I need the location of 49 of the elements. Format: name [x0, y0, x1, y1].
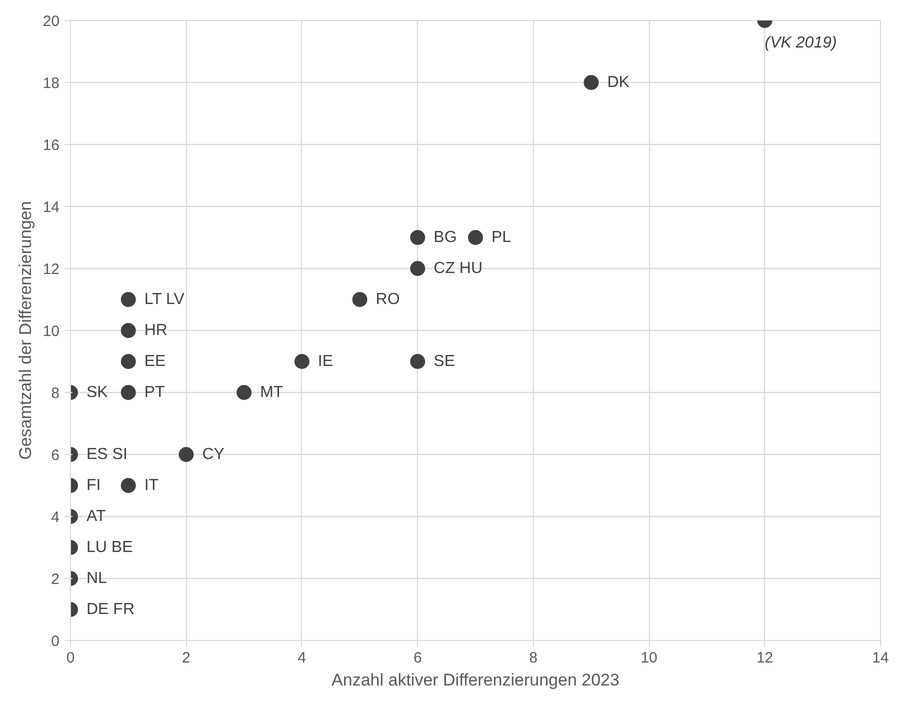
point	[410, 354, 426, 369]
annotation: DK	[607, 74, 630, 91]
y-tick-label: 2	[51, 571, 60, 588]
y-tick-label: 18	[42, 75, 60, 92]
annotation: FI	[86, 477, 101, 494]
x-axis-title: Anzahl aktiver Differenzierungen 2023	[332, 670, 620, 690]
annotation: PL	[492, 229, 512, 246]
y-tick-label: 6	[51, 447, 60, 464]
x-tick-label: 2	[182, 650, 190, 666]
y-tick-label: 16	[42, 137, 60, 154]
x-tick-label: 0	[66, 650, 75, 666]
annotation: NL	[86, 570, 108, 587]
annotation: PT	[144, 384, 166, 401]
y-tick-label: 4	[51, 509, 60, 526]
annotation: MT	[260, 384, 284, 401]
annotation: CZ HU	[434, 260, 483, 277]
annotation: SK	[86, 384, 108, 401]
annotation: EE	[144, 353, 166, 370]
y-tick-label: 14	[42, 199, 60, 216]
annotation: LU BE	[86, 539, 133, 556]
annotation: BG	[434, 229, 457, 246]
x-tick-label: 6	[413, 650, 422, 666]
annotation: CY	[202, 446, 225, 463]
annotation: (VK 2019)	[764, 34, 837, 52]
point	[410, 261, 426, 276]
y-tick-label: 20	[42, 13, 60, 30]
x-tick-label: 12	[756, 650, 774, 666]
y-axis-title: Gesamtzahl der Differenzierungen	[16, 201, 35, 460]
y-tick-label: 12	[42, 261, 60, 278]
y-tick-label: 8	[51, 385, 60, 402]
y-tick-label: 10	[42, 323, 60, 340]
annotation: IT	[144, 477, 159, 494]
annotation: SE	[434, 353, 455, 370]
y-tick-label: 0	[51, 633, 60, 650]
annotation: DE FR	[86, 601, 134, 618]
annotation: LT LV	[144, 291, 185, 308]
point	[294, 354, 310, 369]
x-tick-label: 10	[640, 650, 658, 666]
point	[352, 292, 368, 307]
point	[468, 230, 483, 245]
annotation: RO	[376, 291, 400, 308]
annotation: HR	[144, 322, 168, 339]
x-tick-label: 4	[298, 650, 306, 666]
x-tick-label: 8	[529, 650, 538, 666]
annotation: IE	[318, 353, 334, 370]
annotation: AT	[86, 508, 106, 525]
point	[410, 230, 426, 245]
annotation: ES SI	[86, 446, 128, 463]
x-tick-label: 14	[872, 650, 889, 666]
